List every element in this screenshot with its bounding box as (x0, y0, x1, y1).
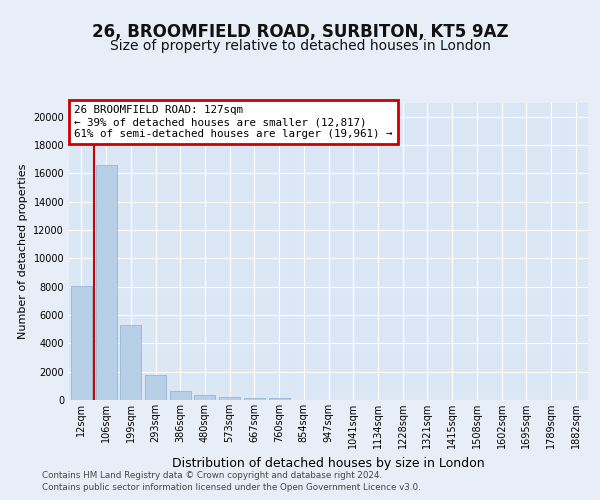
Bar (145, 374, 166, 400)
Text: Size of property relative to detached houses in London: Size of property relative to detached ho… (110, 39, 490, 53)
Bar (269, 398, 290, 400)
Text: Contains HM Land Registry data © Crown copyright and database right 2024.: Contains HM Land Registry data © Crown c… (42, 472, 382, 480)
Bar (71, 286, 92, 400)
Text: Contains public sector information licensed under the Open Government Licence v3: Contains public sector information licen… (42, 482, 421, 492)
Bar (219, 398, 240, 400)
Bar (170, 391, 191, 400)
Text: 26 BROOMFIELD ROAD: 127sqm
← 39% of detached houses are smaller (12,817)
61% of : 26 BROOMFIELD ROAD: 127sqm ← 39% of deta… (74, 106, 392, 138)
Bar (194, 396, 215, 400)
Y-axis label: Number of detached properties: Number of detached properties (18, 164, 28, 339)
Bar (244, 398, 265, 400)
Bar (95, 165, 116, 400)
Text: 26, BROOMFIELD ROAD, SURBITON, KT5 9AZ: 26, BROOMFIELD ROAD, SURBITON, KT5 9AZ (92, 24, 508, 42)
X-axis label: Distribution of detached houses by size in London: Distribution of detached houses by size … (172, 456, 485, 469)
Bar (120, 325, 141, 400)
